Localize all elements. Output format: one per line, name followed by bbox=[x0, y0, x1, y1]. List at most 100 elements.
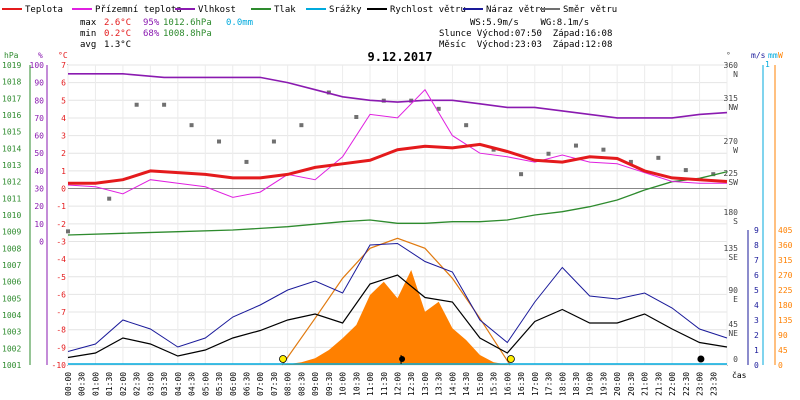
humidity-tick-label: 10 bbox=[34, 220, 44, 229]
series-direction-point bbox=[299, 123, 304, 128]
temperature-tick-label: 5 bbox=[61, 96, 66, 105]
x-tick-label: 14:00 bbox=[448, 372, 457, 396]
x-tick-label: 19:00 bbox=[586, 372, 595, 396]
x-tick-label: 04:30 bbox=[188, 372, 197, 396]
solar-tick-label: 315 bbox=[778, 256, 793, 265]
temperature-tick-label: -9 bbox=[56, 343, 66, 352]
temperature-tick-label: 2 bbox=[61, 149, 66, 158]
stats-avg-label: avg bbox=[80, 40, 96, 50]
legend-item: Přízemní teplota bbox=[72, 5, 182, 15]
grid bbox=[67, 64, 728, 366]
pressure-tick-label: 1017 bbox=[2, 94, 21, 103]
x-axis-label: čas bbox=[732, 370, 747, 380]
series-direction-point bbox=[162, 102, 167, 107]
x-tick-label: 02:00 bbox=[119, 372, 128, 396]
direction-tick-name: NE bbox=[728, 329, 738, 338]
legend-item: Teplota bbox=[2, 5, 63, 15]
stats-max-hum: 95% bbox=[143, 18, 160, 28]
x-tick-label: 22:30 bbox=[682, 372, 691, 396]
humidity-tick-label: 100 bbox=[30, 61, 45, 70]
x-tick-label: 21:30 bbox=[654, 372, 663, 396]
plot-area bbox=[66, 73, 728, 366]
humidity-tick-label: 60 bbox=[34, 132, 44, 141]
temperature-unit: °C bbox=[58, 51, 68, 60]
humidity-tick-label: 80 bbox=[34, 96, 44, 105]
x-tick-label: 11:30 bbox=[380, 372, 389, 396]
x-tick-label: 10:30 bbox=[352, 372, 361, 396]
x-tick-label: 00:30 bbox=[78, 372, 87, 396]
pressure-tick-label: 1006 bbox=[2, 278, 21, 287]
x-tick-label: 09:30 bbox=[325, 372, 334, 396]
solar-tick-label: 225 bbox=[778, 286, 793, 295]
stats-max-rain: 0.0mm bbox=[226, 18, 253, 28]
x-tick-label: 21:00 bbox=[641, 372, 650, 396]
x-tick-label: 18:00 bbox=[558, 372, 567, 396]
legend-item: Náraz větru bbox=[463, 5, 546, 15]
temperature-tick-label: -2 bbox=[56, 220, 66, 229]
humidity-tick-label: 30 bbox=[34, 185, 44, 194]
series-direction-point bbox=[354, 115, 359, 119]
solar-tick-label: 405 bbox=[778, 226, 793, 235]
x-tick-label: 23:30 bbox=[709, 372, 718, 396]
series-direction-point bbox=[683, 168, 688, 173]
pressure-tick-label: 1001 bbox=[2, 361, 21, 370]
series-humidity-line bbox=[68, 73, 728, 119]
x-tick-label: 07:00 bbox=[256, 372, 265, 396]
temperature-tick-label: 0 bbox=[61, 185, 66, 194]
x-tick-label: 17:30 bbox=[545, 372, 554, 396]
pressure-tick-label: 1004 bbox=[2, 311, 21, 320]
stats-min-label: min bbox=[80, 29, 96, 39]
legend-item: Rychlost větru bbox=[367, 5, 466, 15]
x-tick-label: 03:00 bbox=[146, 372, 155, 396]
x-tick-label: 16:00 bbox=[503, 372, 512, 396]
legend-label: Rychlost větru bbox=[390, 5, 466, 15]
legend-item: Tlak bbox=[251, 5, 296, 15]
humidity-tick-label: 50 bbox=[34, 149, 44, 158]
pressure-tick-label: 1010 bbox=[2, 211, 21, 220]
series-direction-point bbox=[271, 139, 276, 144]
legend-label: Srážky bbox=[329, 5, 362, 15]
x-tick-label: 14:30 bbox=[462, 372, 471, 396]
x-tick-label: 15:30 bbox=[490, 372, 499, 396]
humidity-tick-label: 20 bbox=[34, 202, 44, 211]
legend-label: Směr větru bbox=[563, 5, 617, 15]
direction-tick-name: W bbox=[733, 146, 738, 155]
direction-tick-deg: 315 bbox=[724, 94, 739, 103]
series-direction-point bbox=[217, 139, 222, 144]
solar-tick-label: 180 bbox=[778, 301, 793, 310]
x-tick-label: 13:30 bbox=[435, 372, 444, 396]
direction-tick-deg: 225 bbox=[724, 169, 739, 178]
legend: Teplota Přízemní teplota Vlhkost Tlak Srážky… bbox=[2, 5, 617, 15]
stats-wind-line: WS:5.9m/s WG:8.1m/s bbox=[470, 18, 589, 28]
humidity-tick-label: 90 bbox=[34, 79, 44, 88]
temperature-tick-label: -10 bbox=[52, 361, 67, 370]
humidity-unit: % bbox=[38, 51, 43, 60]
pressure-tick-label: 1009 bbox=[2, 228, 21, 237]
temperature-tick-label: -3 bbox=[56, 237, 66, 246]
pressure-tick-label: 1002 bbox=[2, 344, 21, 353]
wind-tick-label: 1 bbox=[754, 346, 759, 355]
temperature-tick-label: 4 bbox=[61, 114, 66, 123]
pressure-tick-label: 1018 bbox=[2, 78, 21, 87]
temperature-tick-label: 6 bbox=[61, 79, 66, 88]
series-direction-point bbox=[711, 172, 716, 177]
temperature-tick-label: -1 bbox=[56, 202, 66, 211]
temperature-tick-label: 7 bbox=[61, 61, 66, 70]
x-tick-label: 05:00 bbox=[201, 372, 210, 396]
wind-unit: m/s bbox=[751, 51, 766, 60]
stats-min-hum: 68% bbox=[143, 29, 160, 39]
series-direction-point bbox=[464, 123, 469, 128]
pressure-tick-label: 1012 bbox=[2, 178, 21, 187]
direction-tick-deg: 0 bbox=[733, 355, 738, 364]
axes: hPa% °C1019101810171016101510141013101210… bbox=[2, 51, 793, 370]
temperature-tick-label: -8 bbox=[56, 326, 66, 335]
solar-unit: W bbox=[778, 51, 783, 60]
x-tick-label: 13:00 bbox=[421, 372, 430, 396]
solar-tick-label: 135 bbox=[778, 316, 793, 325]
series-direction-point bbox=[656, 155, 661, 160]
x-tick-label: 01:00 bbox=[91, 372, 100, 396]
wind-tick-label: 4 bbox=[754, 301, 759, 310]
series-direction-point bbox=[189, 123, 194, 128]
series-direction-point bbox=[436, 106, 441, 111]
legend-item: Směr větru bbox=[540, 5, 617, 15]
